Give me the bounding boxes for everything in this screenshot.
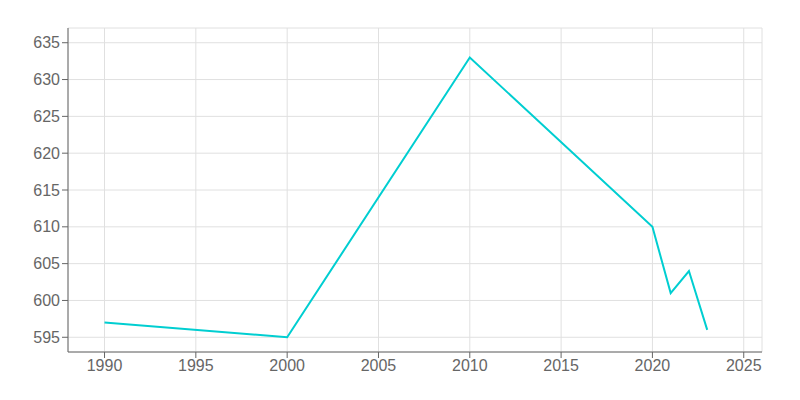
svg-text:605: 605 (33, 255, 60, 272)
svg-text:2025: 2025 (726, 357, 762, 374)
svg-text:2000: 2000 (269, 357, 305, 374)
svg-text:630: 630 (33, 71, 60, 88)
svg-text:1990: 1990 (87, 357, 123, 374)
svg-text:615: 615 (33, 182, 60, 199)
svg-text:600: 600 (33, 292, 60, 309)
svg-text:610: 610 (33, 218, 60, 235)
svg-text:635: 635 (33, 34, 60, 51)
svg-text:2015: 2015 (543, 357, 579, 374)
svg-text:595: 595 (33, 329, 60, 346)
svg-text:2005: 2005 (361, 357, 397, 374)
svg-text:2010: 2010 (452, 357, 488, 374)
svg-text:620: 620 (33, 145, 60, 162)
svg-text:625: 625 (33, 108, 60, 125)
svg-text:2020: 2020 (635, 357, 671, 374)
svg-text:1995: 1995 (178, 357, 214, 374)
